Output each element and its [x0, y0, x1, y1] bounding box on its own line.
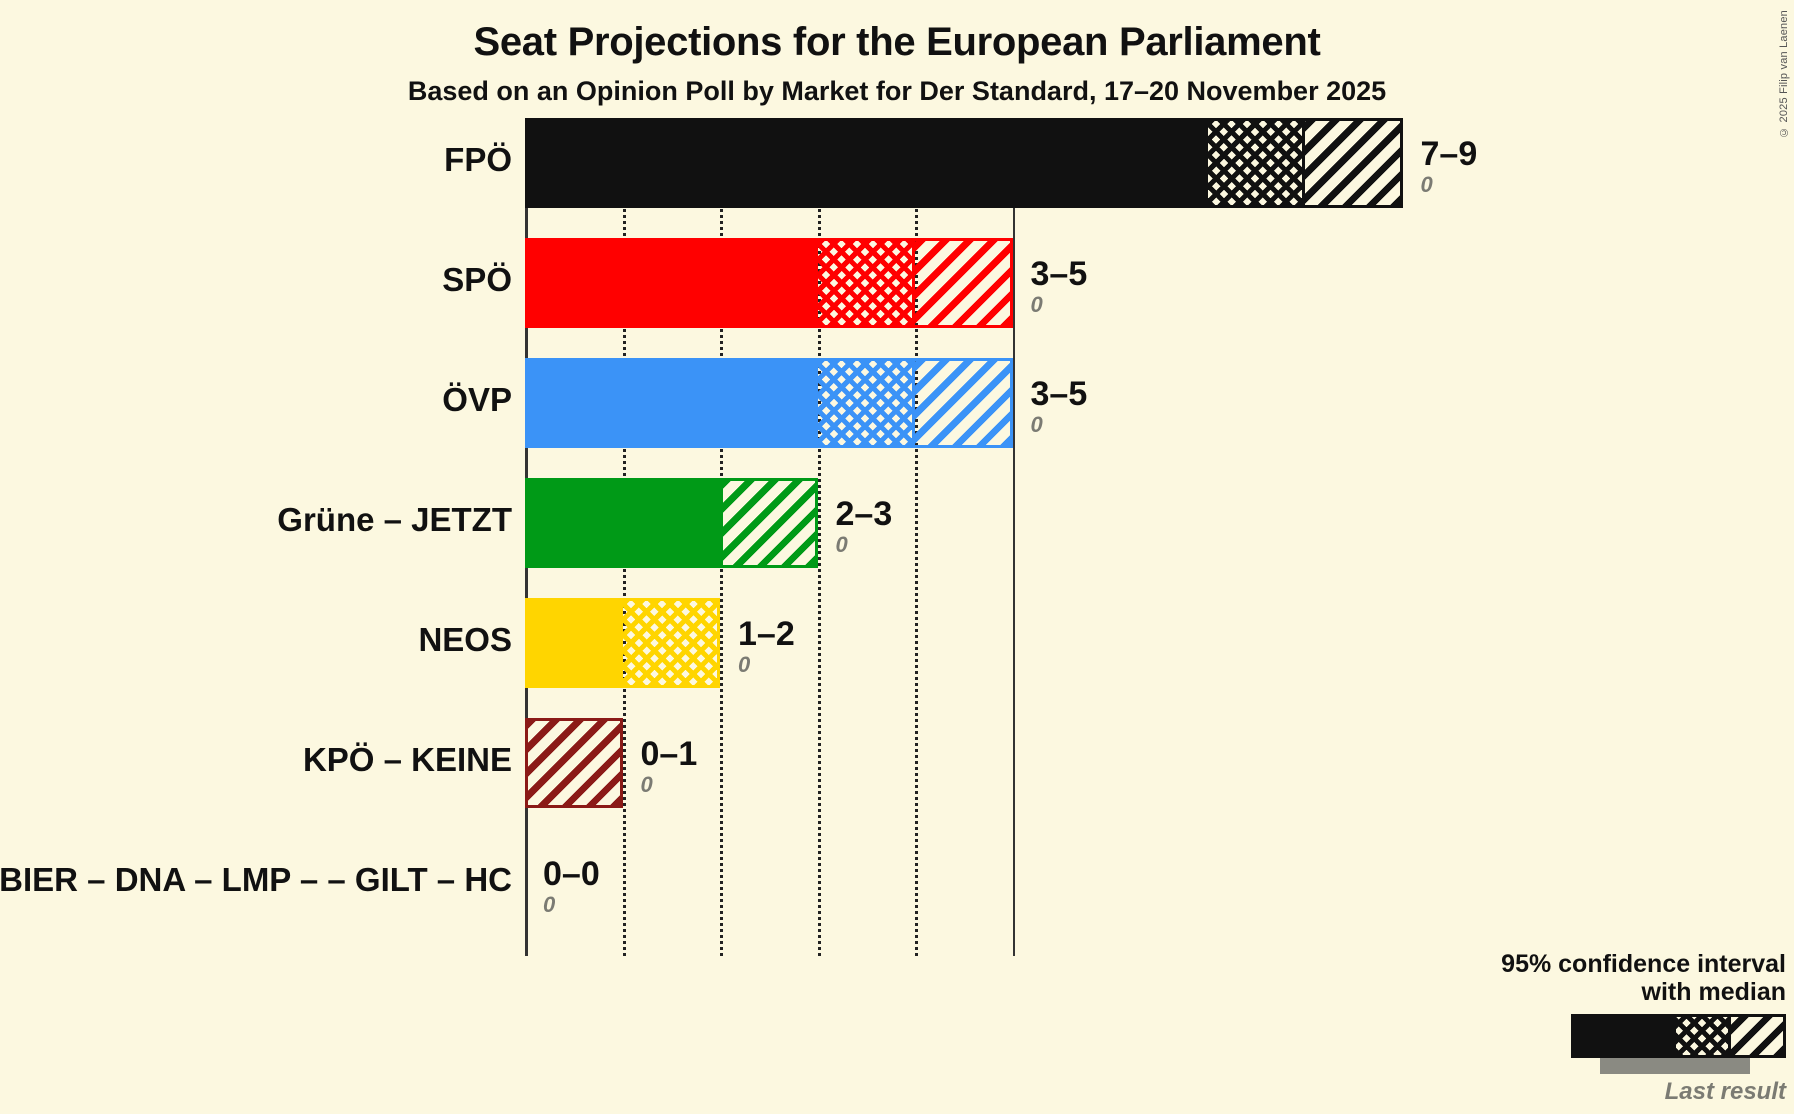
bar-segment-median [525, 118, 1208, 208]
party-label-4: Grüne – JETZT [277, 501, 512, 538]
legend-last-result-bar-wrap [1600, 1058, 1750, 1074]
seat-range-value: 2–3 [835, 495, 893, 533]
bar-segment-median [525, 238, 818, 328]
bar-segment-hatch [915, 238, 1013, 328]
seat-range-value: 3–5 [1030, 375, 1088, 413]
seat-range-value: 0–0 [543, 855, 600, 893]
bar-segment-crosshatch [817, 358, 915, 448]
bar-segment-crosshatch [622, 598, 720, 688]
bar-value-label: 3–5 0 [1031, 375, 1088, 438]
legend-caption: 95% confidence interval with median [1266, 950, 1786, 1006]
last-result-value: 0 [1030, 292, 1043, 317]
last-result-value: 0 [1030, 412, 1043, 437]
party-label-5: NEOS [418, 621, 512, 658]
bar-segment-crosshatch [817, 238, 915, 328]
legend: 95% confidence interval with median Last… [1266, 950, 1786, 1106]
bar-row [525, 838, 526, 928]
page-title: Seat Projections for the European Parlia… [473, 20, 1321, 64]
bar-value-label: 7–9 0 [1421, 135, 1478, 198]
bar-segment-hatch [915, 358, 1013, 448]
bar-value-label: 0–0 0 [543, 855, 600, 918]
last-result-value: 0 [1420, 172, 1433, 197]
bar-value-label: 3–5 0 [1031, 255, 1088, 318]
bar-row [525, 718, 623, 808]
legend-swatch-crosshatch [1676, 1014, 1731, 1058]
bar-row [525, 358, 1013, 448]
party-label-3: ÖVP [442, 381, 512, 418]
legend-line-1: 95% confidence interval [1501, 950, 1786, 978]
seat-range-value: 0–1 [640, 735, 698, 773]
party-label-7: BIER – DNA – LMP – – GILT – HC [0, 861, 512, 898]
gridline-5 [1012, 118, 1015, 956]
last-result-value: 0 [738, 652, 751, 677]
gridline-3 [817, 118, 821, 956]
seat-range-value: 7–9 [1420, 135, 1478, 173]
bar-value-label: 0–1 0 [641, 735, 698, 798]
legend-swatch-hatch [1731, 1014, 1786, 1058]
page-subtitle: Based on an Opinion Poll by Market for D… [407, 76, 1387, 106]
bar-value-label: 1–2 0 [738, 615, 795, 678]
seat-projection-chart [525, 118, 1525, 956]
bar-row [525, 478, 818, 568]
bar-segment-median [525, 598, 623, 688]
seat-range-value: 3–5 [1030, 255, 1088, 293]
legend-line-2: with median [1641, 978, 1786, 1006]
last-result-value: 0 [640, 772, 653, 797]
bar-row [525, 598, 720, 688]
copyright-notice: © 2025 Filip van Laenen [1778, 10, 1790, 138]
bar-segment-hatch [1305, 118, 1403, 208]
seat-range-value: 1–2 [738, 615, 795, 653]
bar-row [525, 238, 1013, 328]
legend-last-result-bar [1600, 1058, 1750, 1074]
legend-swatch-median [1571, 1014, 1676, 1058]
gridline-4 [915, 118, 918, 956]
bar-value-label: 2–3 0 [836, 495, 893, 558]
last-result-value: 0 [543, 892, 556, 917]
bar-segment-crosshatch [1207, 118, 1305, 208]
legend-last-result-label: Last result [1664, 1078, 1786, 1105]
party-label-2: SPÖ [442, 261, 512, 298]
party-label-1: FPÖ [444, 141, 512, 178]
bar-row [525, 118, 1403, 208]
bar-segment-hatch [720, 478, 818, 568]
party-label-6: KPÖ – KEINE [302, 741, 512, 778]
bar-segment-median [525, 358, 818, 448]
bar-segment-median [525, 478, 720, 568]
legend-swatch [1571, 1014, 1786, 1058]
bar-segment-hatch [525, 718, 623, 808]
last-result-value: 0 [835, 532, 848, 557]
